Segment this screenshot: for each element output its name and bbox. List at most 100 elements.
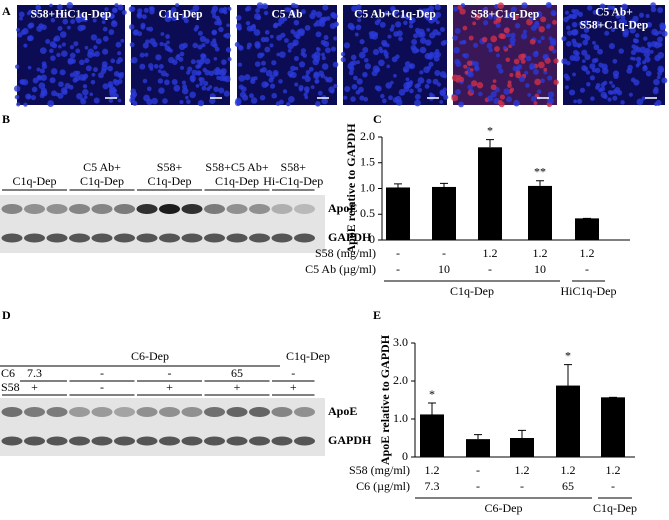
nucleus	[47, 100, 55, 107]
condition-value: -	[585, 262, 589, 276]
nucleus	[371, 70, 378, 77]
nucleus	[561, 36, 567, 42]
nucleus	[25, 93, 32, 100]
nucleus	[260, 36, 267, 43]
y-tick-label: 1.5	[360, 155, 375, 169]
nucleus	[395, 54, 400, 59]
nucleus	[443, 94, 449, 100]
nucleus	[529, 17, 534, 21]
nucleus	[453, 46, 460, 54]
nucleus	[278, 17, 285, 25]
y-axis-label: ApoE relative to GAPDH	[344, 123, 358, 254]
nucleus	[513, 58, 520, 65]
nucleus	[162, 98, 168, 104]
nucleus	[620, 15, 626, 20]
nucleus	[381, 98, 387, 104]
band	[181, 204, 203, 214]
nucleus	[579, 87, 586, 93]
nucleus	[62, 18, 69, 25]
nucleus	[595, 20, 601, 26]
nucleus	[386, 64, 391, 69]
nucleus	[358, 9, 363, 15]
nucleus	[630, 49, 637, 56]
nucleus	[171, 79, 178, 86]
nucleus	[240, 86, 247, 92]
nucleus	[317, 90, 323, 96]
nucleus	[463, 52, 469, 59]
nucleus	[288, 73, 293, 78]
nucleus	[83, 95, 88, 100]
nucleus	[497, 99, 503, 105]
nucleus	[348, 70, 354, 76]
nucleus	[197, 30, 203, 36]
annotation: *	[487, 123, 493, 137]
nucleus	[41, 24, 47, 31]
nucleus	[363, 96, 369, 102]
nucleus	[251, 23, 256, 29]
nucleus	[185, 95, 189, 100]
nucleus	[434, 48, 440, 54]
nucleus	[503, 88, 510, 95]
nucleus	[305, 74, 309, 78]
nucleus	[586, 5, 593, 11]
nucleus	[49, 48, 54, 54]
nucleus	[246, 45, 251, 50]
nucleus	[146, 26, 150, 31]
nucleus	[218, 75, 225, 82]
nucleus	[503, 27, 510, 34]
nucleus	[50, 17, 56, 23]
nucleus	[39, 68, 45, 74]
nucleus	[323, 35, 329, 40]
nucleus	[221, 59, 227, 65]
nucleus	[615, 13, 621, 19]
nucleus	[566, 41, 572, 47]
band	[226, 233, 248, 243]
band	[249, 407, 270, 417]
nucleus	[417, 31, 424, 38]
nucleus	[409, 17, 416, 24]
nucleus	[616, 90, 623, 96]
nucleus	[532, 51, 539, 58]
error-bar	[518, 429, 526, 438]
nucleus	[142, 78, 148, 84]
nucleus	[393, 73, 397, 78]
nucleus	[470, 89, 474, 94]
nucleus	[216, 75, 221, 81]
nucleus	[180, 65, 185, 70]
nucleus	[181, 80, 187, 85]
nucleus	[289, 9, 296, 17]
nucleus	[254, 43, 261, 49]
nucleus	[351, 83, 358, 90]
nucleus	[53, 37, 58, 42]
band	[136, 436, 158, 446]
nucleus	[66, 2, 74, 9]
nucleus	[543, 67, 548, 72]
nucleus	[384, 54, 389, 59]
nucleus	[608, 43, 615, 50]
nucleus	[414, 99, 421, 107]
nucleus	[571, 38, 577, 44]
condition-label: C5 Ab (µg/ml)	[305, 262, 376, 276]
nucleus	[525, 83, 530, 88]
nucleus	[244, 74, 251, 81]
nucleus	[166, 40, 170, 45]
nucleus	[661, 77, 668, 84]
nucleus	[428, 61, 434, 67]
nucleus	[343, 42, 351, 49]
band	[294, 407, 315, 417]
nucleus	[362, 71, 368, 78]
nucleus	[349, 61, 354, 66]
nucleus	[82, 88, 89, 96]
nucleus	[23, 43, 28, 48]
nucleus	[245, 21, 251, 26]
nucleus	[343, 95, 348, 100]
nucleus	[547, 91, 555, 98]
nucleus	[195, 64, 201, 70]
group-label: S58+C5 Ab+	[205, 160, 268, 174]
nucleus	[84, 58, 90, 64]
nucleus	[349, 66, 355, 72]
nucleus	[100, 12, 108, 19]
nucleus	[190, 59, 196, 65]
nucleus	[300, 51, 305, 57]
nucleus	[22, 27, 29, 35]
